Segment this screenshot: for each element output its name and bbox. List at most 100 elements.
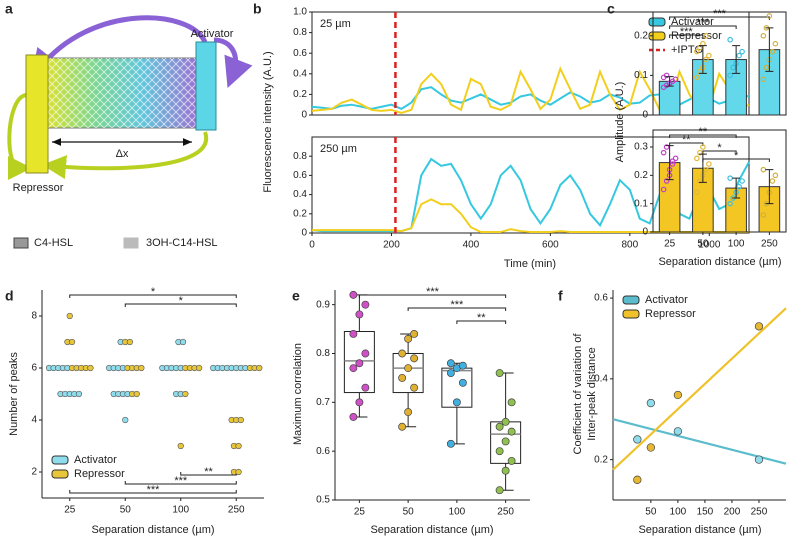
significance-label: *** xyxy=(713,8,727,20)
y-tick-label: 0.8 xyxy=(293,151,307,162)
significance-label: *** xyxy=(426,286,440,298)
y-tick-label: 0.6 xyxy=(293,170,307,181)
x-axis-label: Separation distance (µm) xyxy=(638,524,761,536)
x-tick-label: 250 xyxy=(228,505,245,516)
x-axis-label: Separation distance (µm) xyxy=(91,524,214,536)
data-point xyxy=(633,475,642,484)
y-tick-label: 0.4 xyxy=(293,68,307,79)
data-point xyxy=(672,76,679,83)
x-tick-label: 100 xyxy=(172,505,189,516)
data-point xyxy=(361,383,370,392)
data-point xyxy=(177,442,184,450)
legend-label: Activator xyxy=(671,16,714,28)
x-tick-label: 200 xyxy=(383,240,400,251)
y-tick-label: 0.8 xyxy=(316,348,330,359)
y-tick-label: 0 xyxy=(642,227,648,238)
data-point xyxy=(355,310,364,319)
y-tick-label: 8 xyxy=(31,311,37,322)
repressor-label: Repressor xyxy=(13,182,64,194)
data-point xyxy=(410,383,419,392)
y-tick-label: 2 xyxy=(31,467,37,478)
y-tick-label: 0 xyxy=(642,110,648,121)
box xyxy=(343,331,375,394)
data-point xyxy=(404,334,413,343)
y-tick-label: 0.3 xyxy=(634,142,648,153)
significance-bracket xyxy=(124,481,237,485)
data-point xyxy=(507,427,516,436)
data-point xyxy=(772,40,779,47)
legend-swatch xyxy=(622,309,640,319)
y-tick-label: 6 xyxy=(31,363,37,374)
data-point xyxy=(501,466,510,475)
data-point xyxy=(739,178,745,184)
data-point xyxy=(766,13,773,19)
data-point xyxy=(133,390,140,398)
data-point xyxy=(68,338,76,346)
data-point xyxy=(501,417,510,426)
x-tick-label: 250 xyxy=(751,507,768,518)
x-tick-label: 100 xyxy=(449,507,466,518)
box xyxy=(392,352,424,394)
x-tick-label: 600 xyxy=(542,240,559,251)
data-point xyxy=(355,398,364,407)
data-point xyxy=(75,390,83,398)
legend-swatch xyxy=(622,295,640,305)
x-tick-label: 100 xyxy=(728,239,745,250)
annotation: 250 µm xyxy=(320,143,357,155)
significance-bracket xyxy=(669,134,737,138)
error-bar xyxy=(698,153,707,183)
data-point xyxy=(361,300,370,309)
data-point xyxy=(706,161,712,167)
x-tick-label: 100 xyxy=(670,507,687,518)
data-point xyxy=(458,361,467,370)
data-point xyxy=(697,178,703,184)
y-tick-label: 0.2 xyxy=(293,89,307,100)
series-line xyxy=(311,65,750,114)
significance-label: * xyxy=(179,295,184,307)
data-point xyxy=(760,212,767,218)
activator-label: Activator xyxy=(191,28,234,40)
data-point xyxy=(349,413,358,421)
y-tick-label: 0.7 xyxy=(316,397,330,408)
diagram: a Δx Activator Repressor C4-HSL 3OH-C14-… xyxy=(5,1,253,249)
x-tick-label: 800 xyxy=(621,240,638,251)
data-point xyxy=(446,439,455,448)
data-point xyxy=(410,354,419,363)
panel-label: d xyxy=(5,288,14,304)
y-tick-label: 0.2 xyxy=(634,30,648,41)
annotation: 25 µm xyxy=(320,18,351,30)
data-point xyxy=(760,76,767,83)
data-point xyxy=(361,349,370,358)
error-bar xyxy=(765,169,774,205)
data-point xyxy=(138,364,145,372)
data-point xyxy=(87,364,94,372)
fit-line xyxy=(612,307,787,471)
significance-bracket xyxy=(702,150,737,154)
data-point xyxy=(772,172,779,179)
data-point xyxy=(501,437,510,446)
y-tick-label: 0.2 xyxy=(293,208,307,219)
data-point xyxy=(760,166,767,173)
data-point xyxy=(179,338,187,346)
significance-label: * xyxy=(151,286,156,298)
y-tick-label: 0.6 xyxy=(316,446,330,457)
data-point xyxy=(646,443,655,452)
x-axis-label: Separation distance (µm) xyxy=(370,524,493,536)
y-tick-label: 0 xyxy=(301,110,307,121)
data-point xyxy=(398,422,407,431)
data-point xyxy=(694,155,700,162)
data-point xyxy=(660,186,667,193)
data-point xyxy=(349,330,358,338)
data-point xyxy=(736,52,742,59)
legend-swatch xyxy=(51,455,69,465)
x-tick-label: 200 xyxy=(724,507,741,518)
legend-label: Activator xyxy=(74,454,117,466)
y-tick-label: 0.2 xyxy=(594,454,608,465)
data-point xyxy=(697,149,703,156)
x-tick-label: 400 xyxy=(463,240,480,251)
y-tick-label: 0 xyxy=(301,228,307,239)
legend-swatch xyxy=(648,17,666,27)
x-tick-label: 50 xyxy=(697,239,709,250)
data-point xyxy=(663,144,670,150)
